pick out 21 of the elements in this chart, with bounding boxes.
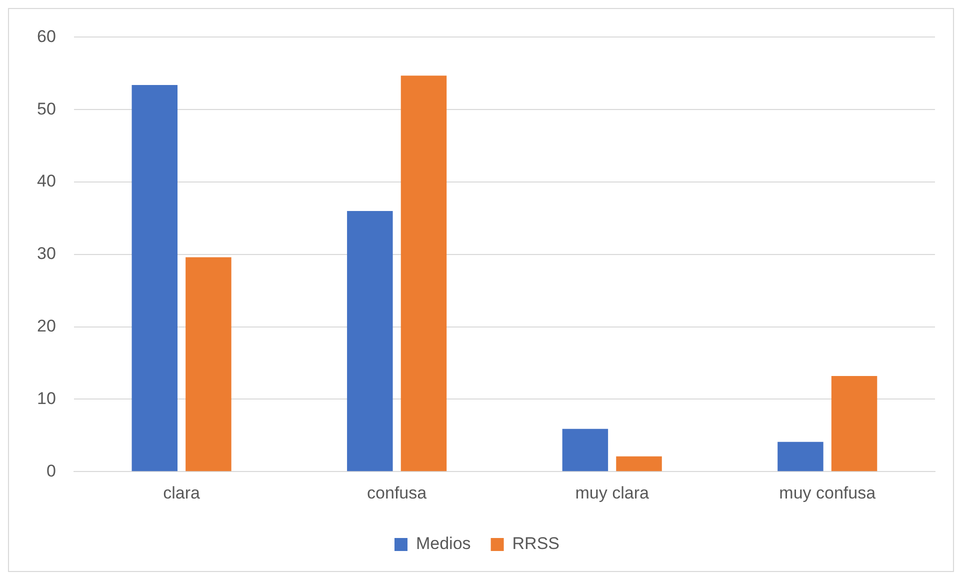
x-tick-label: muy confusa (779, 483, 876, 502)
bar (132, 84, 178, 472)
y-tick-label: 40 (36, 172, 56, 191)
y-tick-label: 60 (36, 26, 56, 46)
x-tick-label: clara (163, 483, 201, 502)
bar (562, 428, 608, 472)
bar (778, 442, 824, 472)
y-tick-label: 50 (36, 99, 56, 118)
bar (400, 76, 447, 472)
legend-label: Medios (416, 534, 471, 554)
y-tick-label: 30 (36, 244, 56, 264)
legend-label: RRSS (512, 534, 560, 554)
bar (616, 456, 662, 472)
bar (831, 376, 878, 472)
y-tick-label: 20 (36, 316, 56, 336)
bar (186, 257, 232, 472)
x-tick-label: muy clara (575, 483, 650, 502)
x-tick-label: confusa (367, 483, 428, 502)
y-tick-label: 0 (46, 461, 56, 480)
bar (347, 210, 393, 472)
y-tick-label: 10 (36, 388, 56, 408)
